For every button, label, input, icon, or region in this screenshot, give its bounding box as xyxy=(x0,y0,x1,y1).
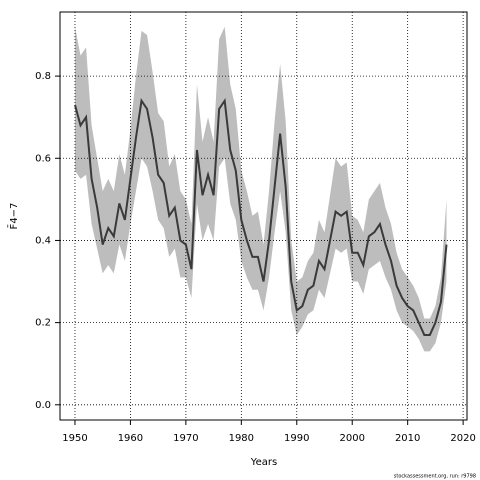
x-tick-label: 2010 xyxy=(395,433,420,444)
x-tick-label: 2000 xyxy=(339,433,364,444)
x-tick-label: 2020 xyxy=(450,433,475,444)
y-axis-label: F̄4−7 xyxy=(7,203,20,230)
x-tick-label: 1980 xyxy=(229,433,254,444)
x-tick-label: 1990 xyxy=(284,433,309,444)
footnote: stockassessment.org, run: r9798 xyxy=(394,474,476,480)
x-tick-label: 1960 xyxy=(118,433,143,444)
y-tick-label: 0.8 xyxy=(35,71,51,82)
x-tick-label: 1970 xyxy=(173,433,198,444)
confidence-band xyxy=(74,26,447,352)
plot-frame xyxy=(59,11,468,421)
y-tick-label: 0.2 xyxy=(35,318,51,329)
x-axis-label: Years xyxy=(250,457,277,468)
y-tick-label: 0.0 xyxy=(35,400,51,411)
y-tick-label: 0.6 xyxy=(35,153,51,164)
x-tick-label: 1950 xyxy=(62,433,87,444)
y-tick-label: 0.4 xyxy=(35,235,51,246)
line xyxy=(74,97,448,336)
